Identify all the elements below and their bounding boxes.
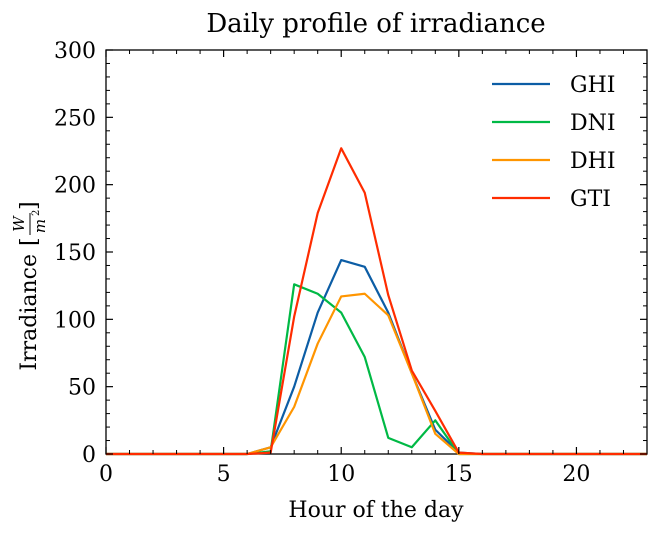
x-tick-label: 10 xyxy=(327,462,355,487)
y-axis-unit-close-bracket: ] xyxy=(17,201,42,210)
legend-label: GHI xyxy=(570,73,615,98)
y-axis-unit-denominator: m xyxy=(31,219,49,233)
x-tick-label: 20 xyxy=(562,462,590,487)
legend-item-ghi: GHI xyxy=(492,73,615,98)
y-axis-unit-exponent: 2 xyxy=(31,210,42,216)
y-axis-unit-numerator: W xyxy=(10,215,28,232)
y-axis-label-text: Irradiance xyxy=(17,254,42,371)
y-tick-label: 300 xyxy=(54,39,96,64)
legend-label: GTI xyxy=(570,187,611,212)
y-tick-label: 50 xyxy=(68,376,96,401)
series-line-dhi xyxy=(106,292,647,456)
legend-label: DHI xyxy=(570,149,616,174)
legend-label: DNI xyxy=(570,111,616,136)
y-tick-label: 0 xyxy=(82,443,96,468)
y-tick-label: 200 xyxy=(54,174,96,199)
legend-item-dni: DNI xyxy=(492,111,616,136)
x-tick-label: 5 xyxy=(217,462,231,487)
chart-title: Daily profile of irradiance xyxy=(206,9,545,39)
legend: GHI DNI DHI GTI xyxy=(492,73,616,212)
series-line-gti xyxy=(106,147,647,456)
x-axis-label: Hour of the day xyxy=(288,498,464,523)
series-line-dni xyxy=(106,283,647,456)
y-tick-label: 150 xyxy=(54,241,96,266)
y-tick-label: 250 xyxy=(54,106,96,131)
x-tick-label: 0 xyxy=(99,462,113,487)
legend-item-dhi: DHI xyxy=(492,149,616,174)
series-line-ghi xyxy=(106,258,647,456)
y-axis-unit-open-bracket: [ xyxy=(17,237,42,246)
y-tick-label: 100 xyxy=(54,308,96,333)
series-layer xyxy=(106,147,647,456)
y-axis-label: Irradiance [ W m 2 ] xyxy=(10,201,49,370)
x-tick-label: 15 xyxy=(445,462,473,487)
legend-item-gti: GTI xyxy=(492,187,611,212)
plot-frame xyxy=(105,49,648,455)
